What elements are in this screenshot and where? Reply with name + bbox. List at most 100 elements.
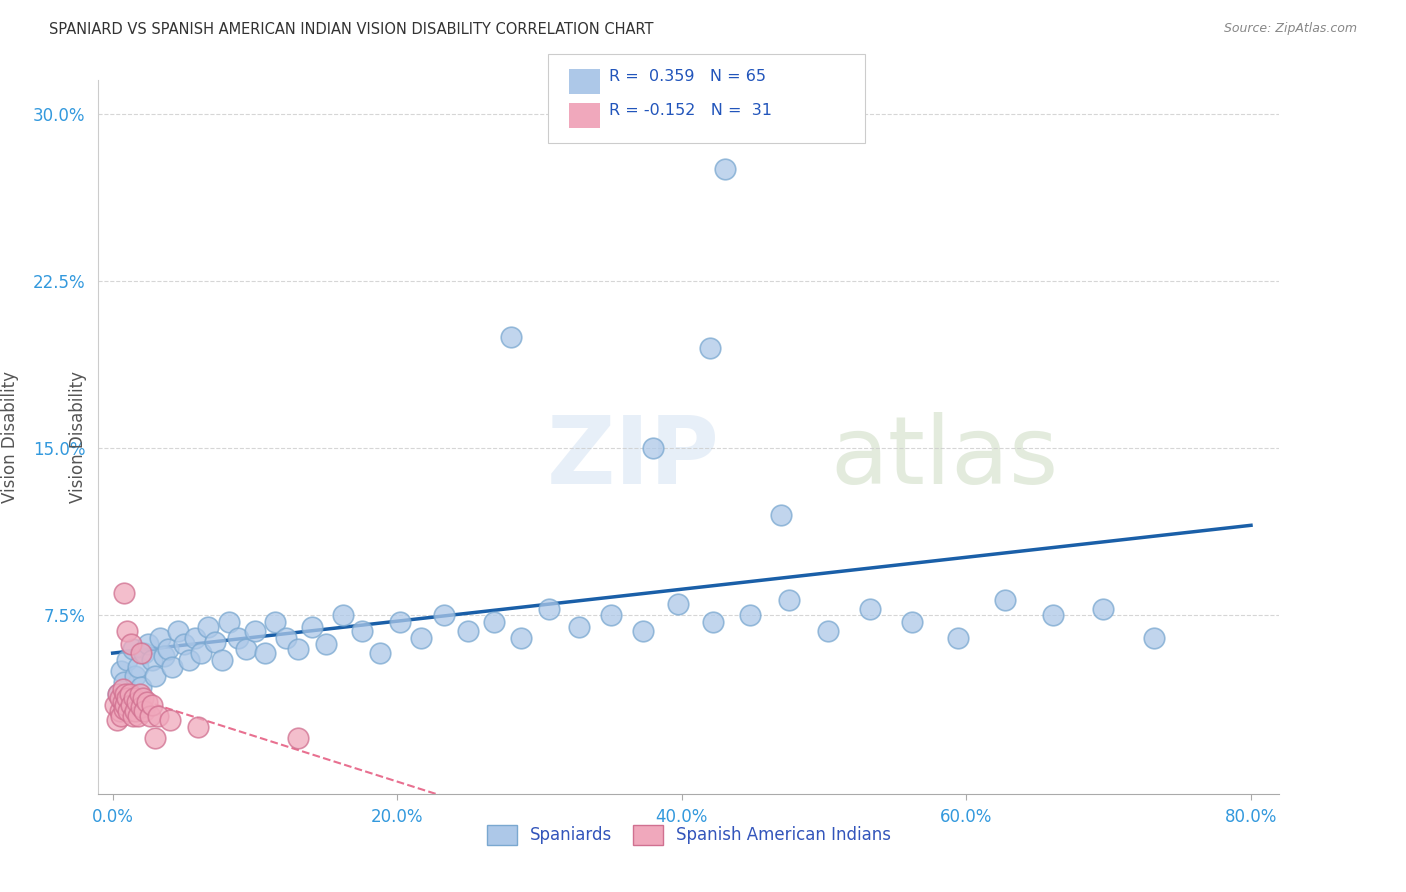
Point <box>211 653 233 667</box>
Point <box>112 702 135 716</box>
Point <box>111 681 134 696</box>
Point <box>131 690 153 705</box>
Point <box>153 648 176 663</box>
Text: atlas: atlas <box>831 412 1059 505</box>
Point <box>173 637 195 651</box>
Point <box>702 615 724 630</box>
Point <box>499 330 522 344</box>
Point <box>159 714 181 728</box>
Point <box>124 705 146 719</box>
Point <box>117 705 139 719</box>
Point <box>457 624 479 639</box>
Y-axis label: Vision Disability: Vision Disability <box>1 371 18 503</box>
Point <box>138 708 160 723</box>
Text: R =  0.359   N = 65: R = 0.359 N = 65 <box>609 69 766 84</box>
Point <box>218 615 240 630</box>
Point <box>108 705 131 719</box>
Point <box>112 586 135 600</box>
Point <box>167 624 190 639</box>
Point <box>253 646 276 660</box>
Point <box>110 708 132 723</box>
Point <box>315 637 337 651</box>
Text: Source: ZipAtlas.com: Source: ZipAtlas.com <box>1223 22 1357 36</box>
Point <box>122 690 145 705</box>
Point <box>143 669 166 683</box>
Point <box>107 687 129 701</box>
Point <box>141 653 163 667</box>
Point <box>157 642 180 657</box>
Point <box>114 698 136 712</box>
Point <box>129 646 152 660</box>
Point <box>135 696 157 710</box>
Point <box>226 631 249 645</box>
Point <box>411 631 433 645</box>
Point <box>120 698 142 712</box>
Point <box>633 624 655 639</box>
Point <box>204 635 226 649</box>
Point <box>778 592 800 607</box>
Point <box>114 687 136 701</box>
Legend: Spaniards, Spanish American Indians: Spaniards, Spanish American Indians <box>478 816 900 854</box>
Point <box>350 624 373 639</box>
Point <box>184 631 207 645</box>
Point <box>121 642 143 657</box>
Y-axis label: Vision Disability: Vision Disability <box>69 371 87 503</box>
Point <box>110 664 132 679</box>
Point <box>389 615 412 630</box>
Point <box>713 162 735 177</box>
Point <box>287 642 309 657</box>
Point <box>112 675 135 690</box>
Point <box>120 637 142 651</box>
Point <box>433 608 456 623</box>
Point <box>148 708 170 723</box>
Point <box>111 696 134 710</box>
Point <box>946 631 969 645</box>
Point <box>132 646 155 660</box>
Point <box>105 714 128 728</box>
Point <box>643 442 665 455</box>
Point <box>127 708 149 723</box>
Point <box>332 608 354 623</box>
Point <box>121 708 143 723</box>
Point <box>197 619 219 633</box>
Point <box>368 646 391 660</box>
Point <box>127 660 149 674</box>
Point <box>129 680 152 694</box>
Point <box>740 608 762 623</box>
Point <box>124 669 146 683</box>
Point <box>187 720 209 734</box>
Point <box>235 642 257 657</box>
Point <box>482 615 505 630</box>
Point <box>538 602 561 616</box>
Point <box>107 687 129 701</box>
Text: ZIP: ZIP <box>547 412 720 505</box>
Point <box>770 508 793 523</box>
Point <box>901 615 924 630</box>
Point <box>859 602 882 616</box>
Point <box>666 598 689 612</box>
Point <box>1092 602 1115 616</box>
Point <box>108 690 131 705</box>
Point <box>599 608 621 623</box>
Point <box>568 619 591 633</box>
Point <box>179 653 201 667</box>
Point <box>128 687 150 701</box>
Point <box>141 698 163 712</box>
Point <box>118 687 141 701</box>
Point <box>994 592 1017 607</box>
Point <box>118 690 141 705</box>
Point <box>190 646 212 660</box>
Text: SPANIARD VS SPANISH AMERICAN INDIAN VISION DISABILITY CORRELATION CHART: SPANIARD VS SPANISH AMERICAN INDIAN VISI… <box>49 22 654 37</box>
Point <box>287 731 309 746</box>
Point <box>162 660 184 674</box>
Point <box>132 705 155 719</box>
Point <box>129 699 152 714</box>
Point <box>510 631 533 645</box>
Point <box>276 631 298 645</box>
Point <box>125 696 148 710</box>
Point <box>115 690 138 705</box>
Point <box>1042 608 1064 623</box>
Point <box>817 624 839 639</box>
Point <box>104 698 127 712</box>
Point <box>136 637 159 651</box>
